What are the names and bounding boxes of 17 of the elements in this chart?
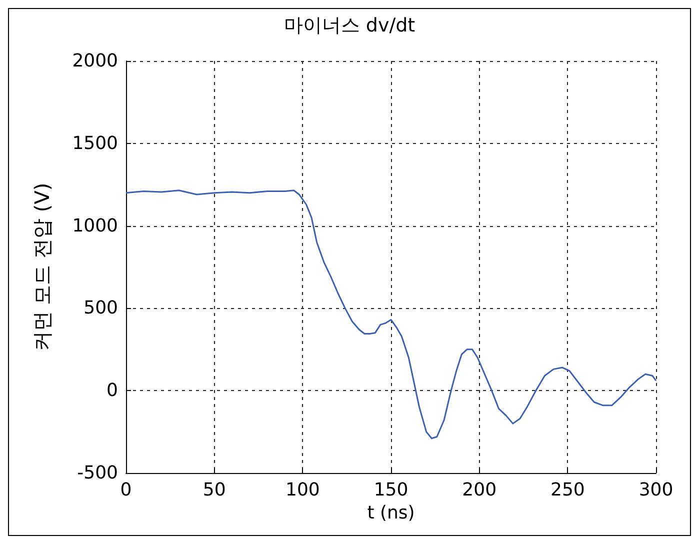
- y-tick-label: -500: [77, 462, 118, 484]
- y-tick-label: 2000: [72, 50, 118, 72]
- y-tick-label: 1500: [72, 132, 118, 154]
- x-tick-label: 0: [120, 480, 132, 500]
- y-tick-label: 500: [84, 298, 118, 319]
- line-series: [125, 190, 657, 440]
- x-tick-label: 50: [202, 480, 226, 500]
- x-tick-label: 250: [550, 480, 585, 500]
- x-tick-label: 150: [374, 480, 408, 500]
- x-axis-title: t (ns): [367, 502, 415, 524]
- x-tick-label: 100: [285, 480, 320, 500]
- chart-title: 마이너스 dv/dt: [284, 14, 416, 36]
- y-axis-title: 커먼 모드 전압 (V): [30, 182, 54, 352]
- x-tick-label: 300: [638, 480, 674, 500]
- x-tick-label: 200: [462, 480, 497, 500]
- y-tick-label: 0: [106, 380, 118, 402]
- y-tick-label: 1000: [72, 215, 118, 236]
